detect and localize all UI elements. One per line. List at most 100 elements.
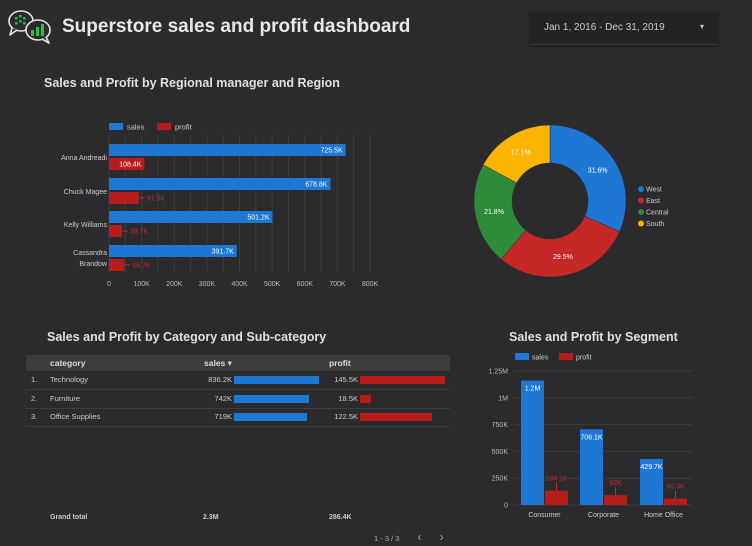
grand-total-profit: 286.4K [329, 514, 352, 521]
bar-sales[interactable] [521, 380, 544, 505]
legend-label-central: Central [646, 210, 669, 217]
y-tick-label: 500K [492, 449, 509, 456]
bar-profit[interactable] [109, 259, 125, 271]
bar-sales-label: 1.2M [525, 385, 541, 392]
y-category-label: Brandow [79, 261, 108, 268]
y-category-label: Anna Andreadi [61, 155, 107, 162]
y-tick-label: 0 [504, 503, 508, 510]
legend-dot-west [638, 186, 644, 192]
bar-sales[interactable] [109, 144, 346, 156]
pie-slice-label: 17.1% [511, 150, 531, 157]
sort-desc-icon: ▾ [227, 358, 232, 368]
legend-swatch-profit [157, 123, 171, 130]
x-tick-label: 800K [362, 281, 379, 288]
bar-profit[interactable] [545, 490, 568, 505]
date-range-selector[interactable]: Jan 1, 2016 - Dec 31, 2019 ▾ [530, 12, 718, 45]
column-header-category[interactable]: category [50, 358, 86, 368]
date-range-value: Jan 1, 2016 - Dec 31, 2019 [544, 22, 665, 33]
bar-sales[interactable] [109, 178, 331, 190]
legend-label-sales: sales [532, 355, 549, 362]
column-header-profit[interactable]: profit [329, 358, 351, 368]
bar-profit[interactable] [109, 192, 139, 204]
y-category-label: Kelly Williams [64, 222, 108, 229]
row-sales-value: 719K [214, 412, 232, 421]
row-profit-value: 122.5K [334, 412, 358, 421]
chat-chart-logo-icon [8, 10, 51, 44]
bar-sales[interactable] [640, 458, 663, 505]
bar-profit[interactable] [109, 225, 122, 237]
bar-profit-label: 39.7K [130, 229, 149, 236]
bar-profit-label: 108.4K [119, 162, 142, 169]
legend-swatch-sales [515, 353, 529, 360]
row-category: Office Supplies [50, 412, 101, 421]
table-row[interactable]: 3. Office Supplies 719K 122.5K [26, 408, 450, 427]
row-sales-value: 836.2K [208, 375, 232, 384]
pie-slice-label: 31.6% [588, 167, 608, 174]
row-index: 2. [31, 393, 38, 403]
region-chart-title: Sales and Profit by Regional manager and… [44, 76, 340, 90]
region-donut-chart: 31.6% 29.5% 21.8% 17.1% West East Central Sout… [473, 124, 669, 278]
chevron-left-icon[interactable]: ‹ [417, 530, 422, 544]
table-header: category sales ▾ profit [26, 355, 450, 371]
legend-dot-east [638, 197, 644, 204]
bar-sales[interactable] [580, 429, 603, 505]
bar-sales-label: 429.7K [640, 464, 663, 471]
bar-profit-label: 60.3K [666, 484, 685, 491]
x-tick-label: 300K [199, 281, 216, 288]
legend-dot-south [638, 220, 644, 227]
column-header-sales[interactable]: sales ▾ [204, 358, 232, 369]
chevron-right-icon[interactable]: › [439, 530, 444, 544]
region-bar-chart: sales profit 725.5K 108.4K 678.8K 91.5K 501.2… [61, 123, 379, 289]
bar-sales[interactable] [109, 211, 273, 223]
legend-label-east: East [646, 198, 660, 205]
y-category-label: Cassandra [73, 250, 107, 257]
row-index: 1. [31, 375, 38, 384]
row-profit-value: 18.5K [338, 393, 358, 403]
legend-label-south: South [646, 221, 664, 228]
legend-swatch-profit [559, 353, 573, 360]
legend-label-profit: profit [576, 355, 592, 362]
row-category: Technology [50, 375, 88, 384]
page-title: Superstore sales and profit dashboard [62, 16, 411, 37]
legend-dot-central [638, 209, 644, 215]
bar-profit-label: 46.7K [132, 263, 151, 270]
column-header-sales-label: sales [204, 358, 226, 368]
pagination-status: 1 - 3 / 3 [374, 534, 400, 543]
y-category-label: Chuck Magee [64, 189, 107, 196]
x-tick-label: 600K [297, 281, 314, 288]
table-row[interactable]: 2. Furniture 742K 18.5K [26, 390, 450, 409]
pie-slice-label: 29.5% [553, 254, 573, 261]
grand-total-sales: 2.3M [203, 514, 219, 521]
y-tick-label: 250K [492, 476, 509, 483]
x-tick-label: 100K [133, 281, 150, 288]
bar-profit-label: 134.1K [545, 476, 568, 483]
y-tick-label: 1M [498, 395, 508, 402]
pagination: 1 - 3 / 3 ‹ › [374, 530, 444, 544]
pie-slice-label: 21.8% [484, 209, 504, 216]
pie-slice-south[interactable] [482, 124, 551, 184]
bar-profit-label: 92K [609, 480, 622, 487]
x-tick-label: 700K [329, 281, 346, 288]
bar-profit[interactable] [604, 495, 627, 505]
y-tick-label: 1.25M [489, 369, 509, 376]
x-tick-label: 0 [107, 281, 111, 288]
legend-label-west: West [646, 187, 662, 194]
row-category: Furniture [50, 393, 81, 403]
x-tick-label: 500K [264, 281, 281, 288]
x-tick-label: 400K [231, 281, 248, 288]
grand-total-row: Grand total 2.3M 286.4K [26, 512, 450, 524]
y-tick-label: 750K [492, 422, 509, 429]
logo [6, 8, 52, 44]
table-row[interactable]: 1. Technology 836.2K 145.5K [26, 371, 450, 390]
bar-sales[interactable] [109, 245, 237, 257]
bar-profit[interactable] [109, 158, 145, 170]
row-profit-value: 145.5K [334, 375, 358, 384]
legend-label-sales: sales [127, 123, 145, 132]
bar-profit[interactable] [664, 498, 687, 505]
segment-chart-title: Sales and Profit by Segment [509, 330, 678, 344]
pie-slice-west[interactable] [549, 124, 627, 232]
row-index: 3. [31, 412, 38, 421]
caret-down-icon[interactable]: ▾ [699, 22, 704, 31]
row-sales-bar [234, 394, 310, 403]
bar-sales-label: 706.1K [580, 434, 603, 441]
